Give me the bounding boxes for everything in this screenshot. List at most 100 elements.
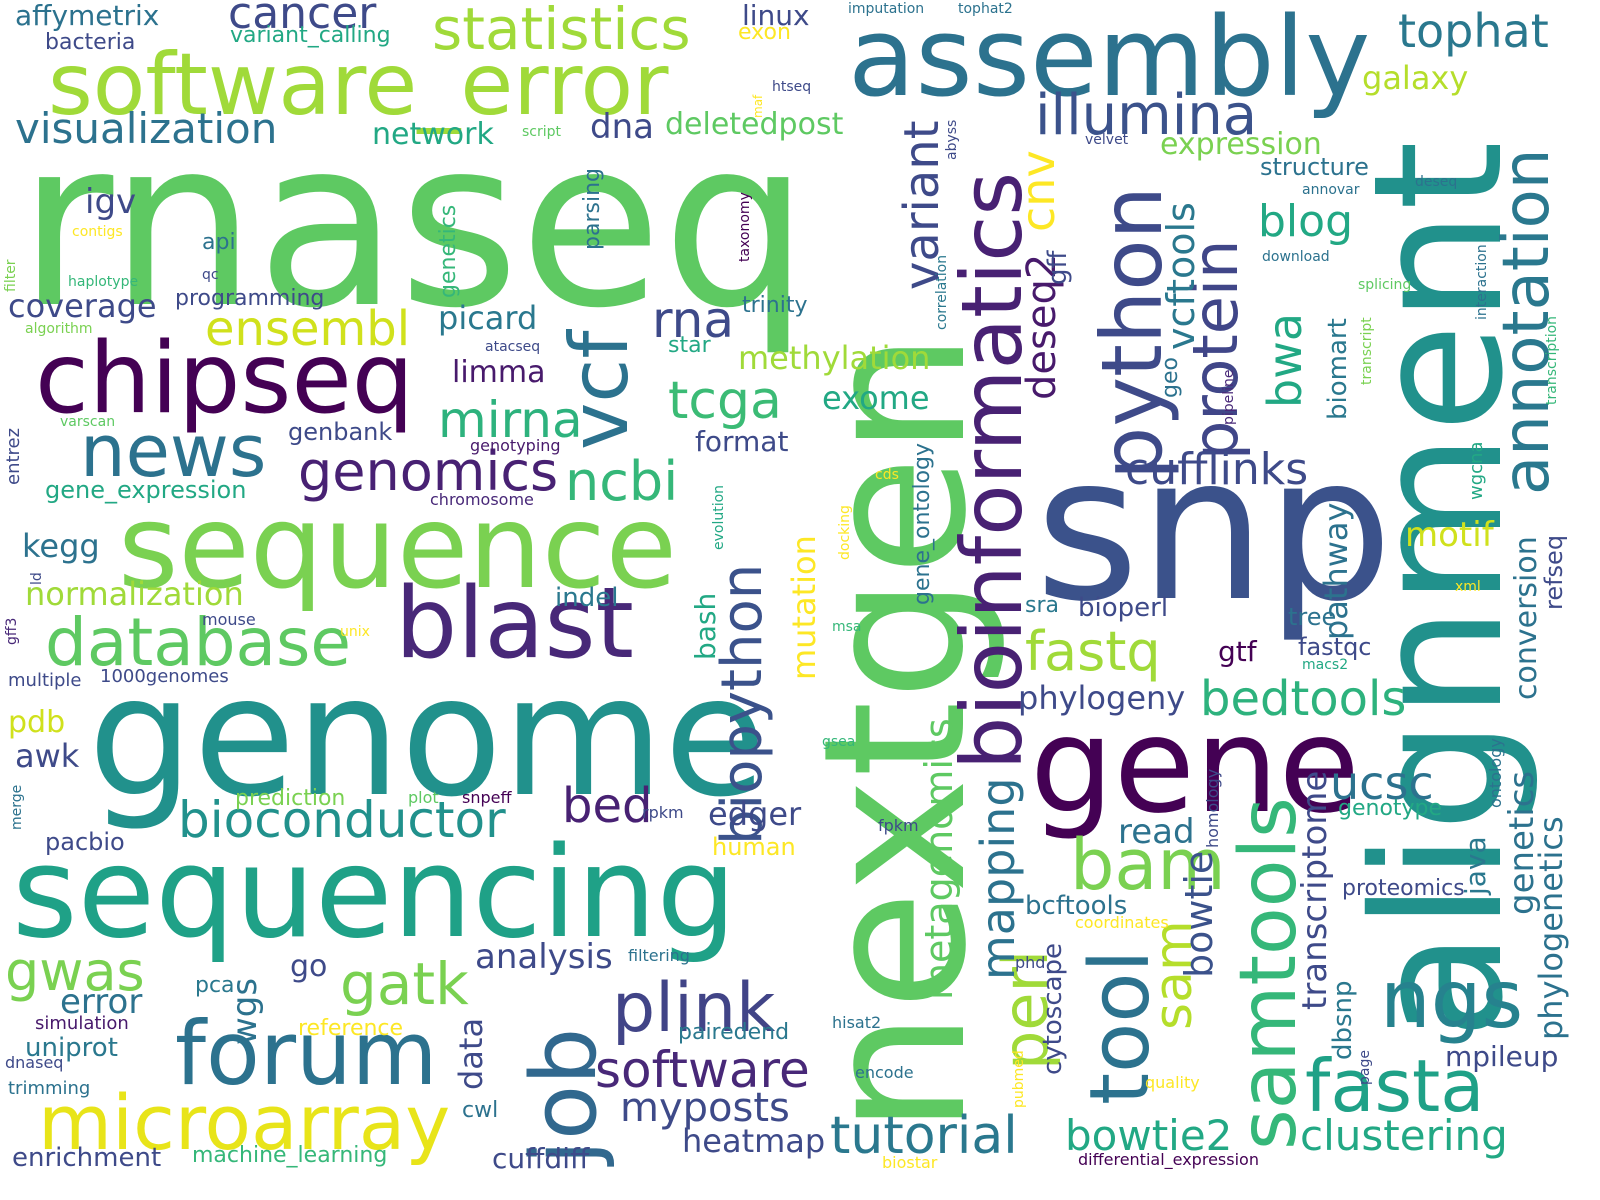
word-news: news [80, 409, 267, 493]
word-wgcna: wgcna [1466, 441, 1487, 500]
word-kegg: kegg [22, 527, 100, 565]
word-blog: blog [1258, 196, 1354, 247]
word-page: page [1357, 1050, 1373, 1085]
word-pca: pca [195, 973, 235, 998]
word-clustering: clustering [1300, 1111, 1508, 1160]
word-gwas: gwas [5, 940, 145, 1003]
word-database: database [45, 604, 351, 681]
word-bioperl: bioperl [1078, 593, 1169, 623]
word-cds: cds [875, 467, 899, 483]
word-qc: qc [202, 267, 219, 283]
word-star: star [668, 333, 711, 358]
word-gtf: gtf [1218, 635, 1257, 668]
word-bed: bed [562, 778, 653, 834]
word-linux: linux [742, 0, 810, 32]
word-exome: exome [822, 379, 930, 417]
word-htseq: htseq [772, 79, 812, 95]
word-api: api [202, 230, 236, 255]
word-haplotype: haplotype [68, 274, 139, 290]
word-hisat2: hisat2 [832, 1013, 882, 1032]
word-evolution: evolution [711, 484, 727, 550]
word-assembly: assembly [848, 0, 1371, 121]
word-pubmed: pubmed [1011, 1050, 1027, 1108]
word-affymetrix: affymetrix [15, 0, 160, 32]
word-mapping: mapping [971, 777, 1025, 980]
word-fasta: fasta [1305, 1044, 1485, 1128]
word-taxonomy: taxonomy [737, 192, 753, 262]
word-bioconductor: bioconductor [178, 791, 506, 849]
word-bacteria: bacteria [45, 30, 136, 55]
word-xml: xml [1455, 579, 1481, 595]
word-igv: igv [85, 182, 137, 222]
word-refseq: refseq [1540, 534, 1568, 610]
word-phylogenetics: phylogenetics [1532, 816, 1570, 1040]
word-mpileup: mpileup [1445, 1040, 1559, 1073]
word-limma: limma [452, 355, 546, 390]
word-bwa: bwa [1258, 312, 1312, 408]
word-variant_calling: variant_calling [230, 23, 391, 48]
word-phd: phd [1015, 953, 1046, 972]
word-geo: geo [1158, 357, 1183, 398]
word-ld: ld [29, 572, 45, 585]
word-plink: plink [612, 969, 776, 1048]
word-maf: maf [751, 94, 765, 118]
word-bcftools: bcftools [1025, 891, 1128, 921]
word-macs2: macs2 [1302, 657, 1349, 673]
word-structure: structure [1260, 153, 1369, 181]
word-transcript: transcript [1359, 317, 1375, 385]
word-genomics: genomics [298, 440, 559, 503]
word-abyss: abyss [944, 119, 960, 160]
word-unix: unix [340, 624, 370, 640]
word-deletedpost: deletedpost [665, 107, 844, 142]
word-methylation: methylation [738, 339, 931, 377]
word-imputation: imputation [848, 1, 925, 17]
word-awk: awk [15, 737, 80, 775]
word-edger: edger [708, 795, 802, 833]
word-entrez: entrez [3, 427, 24, 485]
word-conversion: conversion [1509, 536, 1544, 700]
word-gff: gff [1043, 250, 1073, 285]
word-rnaseq: rnaseq [18, 89, 810, 359]
word-deseq: deseq [1415, 174, 1458, 190]
word-chromosome: chromosome [430, 490, 534, 509]
word-genetics: genetics [436, 204, 461, 298]
word-proteomics: proteomics [1342, 876, 1465, 901]
word-fastqc: fastqc [1298, 633, 1372, 661]
word-software_error: software_error [48, 35, 669, 135]
word-filtering: filtering [628, 946, 690, 965]
word-bash: bash [689, 592, 722, 660]
word-metagenomics: metagenomics [917, 718, 961, 1000]
word-bedtools: bedtools [1200, 671, 1407, 727]
word-ncbi: ncbi [565, 450, 679, 513]
word-sequencing: sequencing [12, 819, 737, 966]
word-indel: indel [555, 583, 619, 613]
word-biomart: biomart [1323, 318, 1353, 420]
word-gff3: gff3 [4, 617, 20, 645]
word-myposts: myposts [620, 1085, 790, 1131]
word-gene_ontology: gene_ontology [910, 442, 935, 605]
word-dbsnp: dbsnp [1328, 980, 1358, 1060]
word-trinity: trinity [742, 293, 808, 318]
word-quality: quality [1145, 1073, 1200, 1092]
word-1000genomes: 1000genomes [100, 666, 229, 687]
word-simulation: simulation [35, 1013, 129, 1034]
word-biostar: biostar [882, 1153, 938, 1172]
word-cuffdiff: cuffdiff [492, 1142, 590, 1175]
word-encode: encode [855, 1063, 914, 1082]
word-mirna: mirna [438, 391, 583, 449]
word-dnaseq: dnaseq [5, 1053, 64, 1072]
word-format: format [695, 425, 789, 458]
word-snpeff: snpeff [462, 788, 512, 807]
word-fastq: fastq [1025, 620, 1161, 683]
word-genbank: genbank [288, 418, 393, 446]
word-tutorial: tutorial [830, 1106, 1018, 1166]
word-normalization: normalization [25, 575, 244, 613]
word-dna: dna [590, 107, 654, 147]
word-bowtie: bowtie [1177, 850, 1221, 978]
word-plot: plot [408, 788, 439, 807]
word-go: go [290, 949, 328, 984]
word-genotyping: genotyping [470, 436, 561, 455]
word-gene: gene [1030, 689, 1360, 843]
word-fpkm: fpkm [878, 816, 919, 835]
